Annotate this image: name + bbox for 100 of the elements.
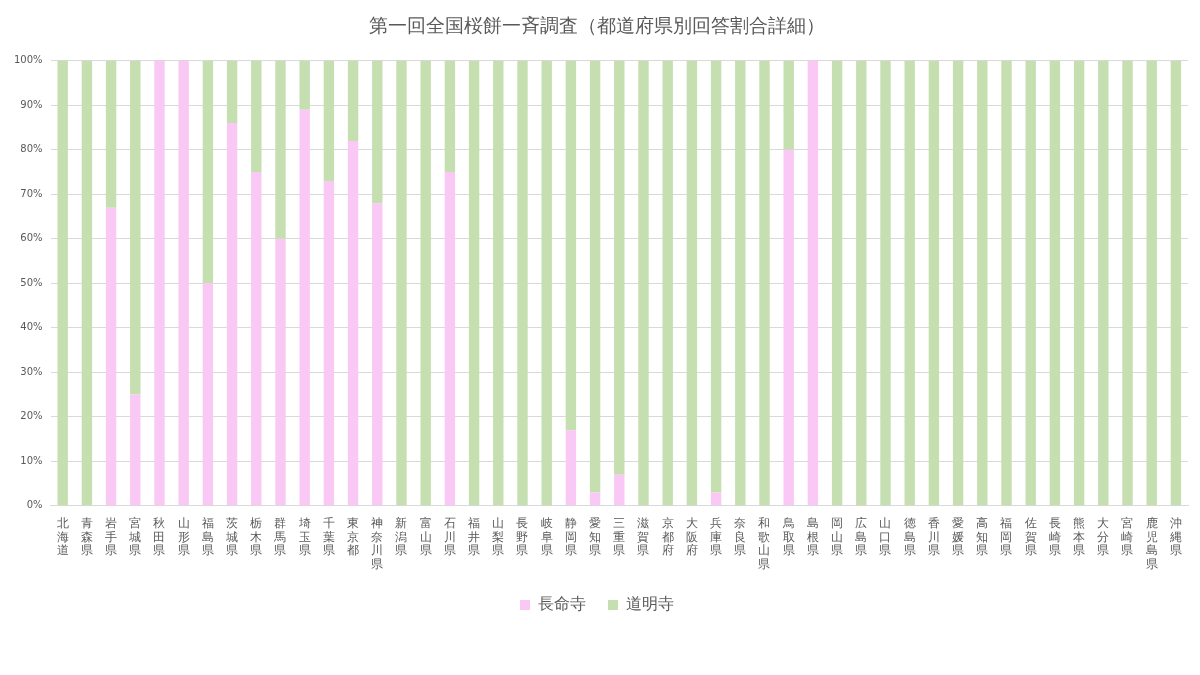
legend-label: 長命寺 [538,594,586,614]
y-tick-label: 0% [26,499,43,511]
y-tick-label: 30% [20,365,43,377]
bar [154,60,165,506]
x-tick-label: 宮城県 [128,515,142,558]
x-tick-label: 新潟県 [395,515,408,558]
bar [735,60,746,506]
x-tick-label: 鳥取県 [781,515,795,558]
x-tick-label: 岡山県 [831,515,844,558]
x-tick-label: 宮崎県 [1121,515,1134,558]
y-tick-label: 100% [14,54,43,66]
bar [202,283,214,506]
bar [275,60,286,239]
bar [130,60,141,395]
x-tick-label: 岐阜県 [540,515,553,558]
bar [928,60,940,506]
bar [1073,60,1085,506]
bar [662,60,673,506]
x-tick-label: 佐賀県 [1024,515,1037,558]
bar [904,60,915,506]
x-tick-label: 千葉県 [322,515,335,558]
bar [372,60,383,204]
x-tick-label: 愛知県 [589,515,602,558]
bar [686,60,698,506]
bar [1146,60,1157,506]
bar [81,60,93,506]
x-tick-label: 広島県 [855,515,868,558]
bar [565,60,577,431]
y-tick-label: 10% [20,454,43,466]
x-tick-label: 富山県 [419,515,432,558]
bar [468,60,480,506]
x-tick-label: 福井県 [468,515,481,558]
bar [105,60,117,208]
x-tick-label: 山口県 [879,515,892,558]
y-tick-label: 70% [20,187,43,199]
x-tick-label: 熊本県 [1073,515,1086,558]
x-tick-label: 島根県 [806,515,819,558]
bar [710,492,722,506]
bar [517,60,528,506]
bar [1049,60,1061,506]
x-tick-label: 滋賀県 [637,515,650,558]
x-tick-label: 神奈川県 [371,515,384,572]
x-tick-label: 京都府 [661,515,674,558]
y-tick-label: 60% [20,232,43,244]
x-tick-label: 長野県 [516,515,529,558]
x-tick-label: 奈良県 [734,515,747,558]
bar [323,180,335,506]
bar [807,60,819,506]
bar [299,109,310,506]
bar [783,149,794,506]
bar [226,123,238,506]
y-tick-label: 20% [20,410,43,422]
bar [130,394,141,506]
x-tick-label: 高知県 [976,515,989,558]
x-tick-label: 三重県 [613,515,626,558]
x-tick-label: 岩手県 [105,515,118,558]
bar [178,60,189,506]
chart-title: 第一回全国桜餅一斉調査（都道府県別回答割合詳細） [369,14,825,37]
x-tick-label: 大阪府 [685,515,698,558]
bar [977,60,988,506]
bar [589,492,601,506]
bar [396,60,407,506]
bar [831,60,843,506]
bar [1001,60,1012,506]
bar [1025,60,1036,506]
x-tick-label: 石川県 [443,515,456,558]
x-tick-label: 山形県 [177,515,190,558]
x-tick-label: 栃木県 [250,515,263,558]
bar [493,60,504,506]
bar [589,60,601,493]
x-tick-label: 長崎県 [1048,515,1061,558]
x-tick-label: 北海道 [56,515,69,558]
bar [251,60,262,173]
x-tick-label: 山梨県 [492,515,505,558]
bar [565,430,577,506]
x-tick-label: 徳島県 [903,515,916,558]
bar [347,60,359,141]
bar [251,172,262,506]
x-tick-label: 沖縄県 [1168,515,1182,558]
bar [541,60,552,506]
bar [614,474,625,506]
bar [372,203,383,506]
x-tick-label: 群馬県 [273,515,287,558]
bar [299,60,310,110]
bar [856,60,867,506]
y-tick-label: 90% [20,98,43,110]
x-tick-label: 愛媛県 [952,515,965,558]
bar [275,238,286,506]
x-tick-label: 福島県 [201,515,214,558]
bar [202,60,214,284]
x-tick-label: 秋田県 [153,515,166,558]
bar [952,60,964,506]
x-tick-label: 大分県 [1097,515,1110,558]
y-tick-label: 40% [20,321,43,333]
bar [444,60,456,173]
bar [444,172,456,506]
bar [638,60,649,506]
bar [759,60,770,506]
x-tick-label: 兵庫県 [710,515,723,558]
x-tick-label: 青森県 [80,515,93,558]
